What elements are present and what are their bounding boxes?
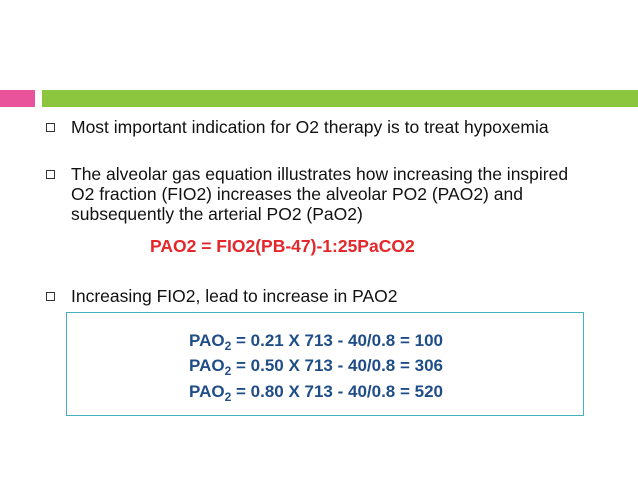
bullet-item: Most important indication for O2 therapy… (46, 117, 576, 161)
accent-bar-pink (0, 90, 35, 107)
bullet-item: The alveolar gas equation illustrates ho… (46, 164, 576, 230)
calc-expression: = 0.80 X 713 - 40/0.8 = 520 (231, 382, 443, 401)
calculation-line: PAO2 = 0.50 X 713 - 40/0.8 = 306 (189, 356, 443, 378)
calc-expression: = 0.50 X 713 - 40/0.8 = 306 (231, 356, 443, 375)
square-bullet-icon (46, 170, 55, 179)
calculation-line: PAO2 = 0.21 X 713 - 40/0.8 = 100 (189, 331, 443, 353)
calc-prefix: PAO (189, 331, 225, 350)
alveolar-gas-equation: PAO2 = FIO2(PB-47)-1:25PaCO2 (150, 236, 415, 256)
calc-expression: = 0.21 X 713 - 40/0.8 = 100 (231, 331, 443, 350)
bullet-item: Increasing FIO2, lead to increase in PAO… (46, 286, 576, 308)
accent-bar-green (42, 90, 638, 107)
bullet-text: Most important indication for O2 therapy… (71, 117, 549, 137)
square-bullet-icon (46, 292, 55, 301)
square-bullet-icon (46, 123, 55, 132)
calc-subscript: 2 (224, 364, 232, 378)
calculation-box: PAO2 = 0.21 X 713 - 40/0.8 = 100 PAO2 = … (66, 312, 584, 416)
calc-prefix: PAO (189, 382, 225, 401)
bullet-text: Increasing FIO2, lead to increase in PAO… (71, 286, 398, 306)
calculation-line: PAO2 = 0.80 X 713 - 40/0.8 = 520 (189, 382, 443, 404)
calc-prefix: PAO (189, 356, 225, 375)
bullet-text: The alveolar gas equation illustrates ho… (71, 164, 569, 224)
calc-subscript: 2 (224, 339, 232, 353)
calc-subscript: 2 (224, 390, 232, 404)
